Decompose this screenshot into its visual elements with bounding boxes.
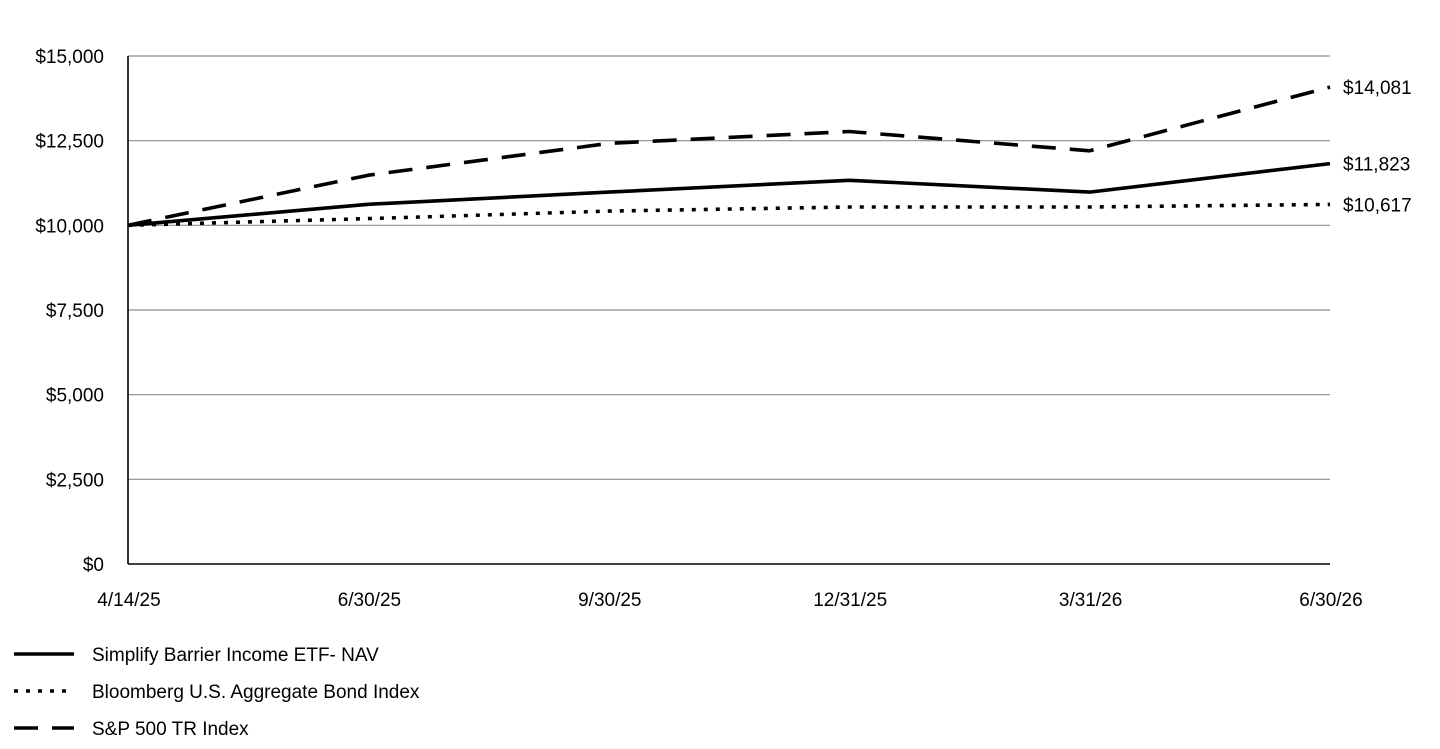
axes — [127, 56, 1330, 565]
end-value-label: $10,617 — [1343, 195, 1412, 216]
legend-item: Simplify Barrier Income ETF- NAV — [14, 645, 379, 666]
y-tick-label: $7,500 — [46, 301, 104, 322]
series-line-1 — [127, 161, 1331, 228]
y-tick-label: $5,000 — [46, 386, 104, 407]
end-value-labels: $11,823 $10,617 $14,081 — [1343, 78, 1412, 216]
legend-label: S&P 500 TR Index — [92, 719, 249, 740]
y-tick-label: $0 — [83, 555, 104, 576]
x-tick-label: 9/30/25 — [578, 590, 641, 611]
y-tick-label: $15,000 — [35, 47, 104, 68]
x-tick-label: 6/30/25 — [338, 590, 401, 611]
x-tick-label: 12/31/25 — [813, 590, 887, 611]
x-tick-label: 4/14/25 — [97, 590, 160, 611]
y-tick-label: $2,500 — [46, 470, 104, 491]
end-value-label: $14,081 — [1343, 78, 1412, 99]
legend-label: Bloomberg U.S. Aggregate Bond Index — [92, 682, 420, 703]
legend-item: S&P 500 TR Index — [14, 719, 249, 740]
x-axis-tick-labels: 4/14/25 6/30/25 9/30/25 12/31/25 3/31/26 6/30… — [97, 590, 1362, 611]
series-line-2 — [127, 202, 1331, 228]
y-tick-label: $12,500 — [35, 132, 104, 153]
gridlines — [128, 55, 1330, 480]
legend-label: Simplify Barrier Income ETF- NAV — [92, 645, 379, 666]
series-lines — [127, 85, 1331, 228]
legend: Simplify Barrier Income ETF- NAV Bloomber… — [14, 645, 420, 740]
legend-item: Bloomberg U.S. Aggregate Bond Index — [14, 682, 420, 703]
y-axis-tick-labels: $0 $2,500 $5,000 $7,500 $10,000 $12,500 $15,00… — [35, 47, 104, 576]
end-value-label: $11,823 — [1343, 155, 1410, 176]
x-tick-label: 3/31/26 — [1059, 590, 1122, 611]
x-tick-label: 6/30/26 — [1299, 590, 1362, 611]
y-tick-label: $10,000 — [35, 216, 104, 237]
series-line-3 — [127, 85, 1331, 228]
